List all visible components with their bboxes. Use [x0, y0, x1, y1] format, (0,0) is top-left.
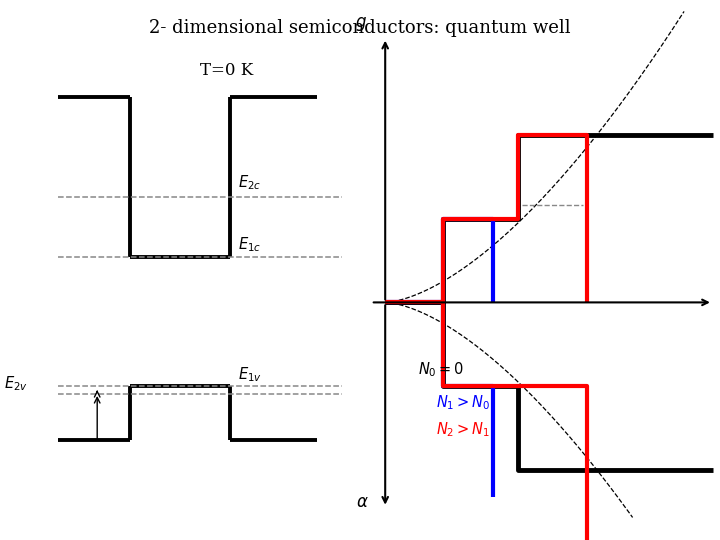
Text: $E_{1c}$: $E_{1c}$ — [238, 235, 261, 254]
Text: $\alpha$: $\alpha$ — [356, 494, 369, 511]
Text: 2- dimensional semiconductors: quantum well: 2- dimensional semiconductors: quantum w… — [149, 19, 571, 37]
Text: $E_{1v}$: $E_{1v}$ — [238, 366, 261, 384]
Text: $N_1>N_0$: $N_1>N_0$ — [436, 393, 490, 411]
Text: $N_2>N_1$: $N_2>N_1$ — [436, 420, 490, 438]
Text: $E_{2v}$: $E_{2v}$ — [4, 374, 27, 393]
Text: $g$: $g$ — [355, 16, 367, 33]
Text: T=0 K: T=0 K — [200, 62, 253, 79]
Text: $E_{2c}$: $E_{2c}$ — [238, 173, 261, 192]
Text: $N_0=0$: $N_0=0$ — [418, 361, 464, 379]
